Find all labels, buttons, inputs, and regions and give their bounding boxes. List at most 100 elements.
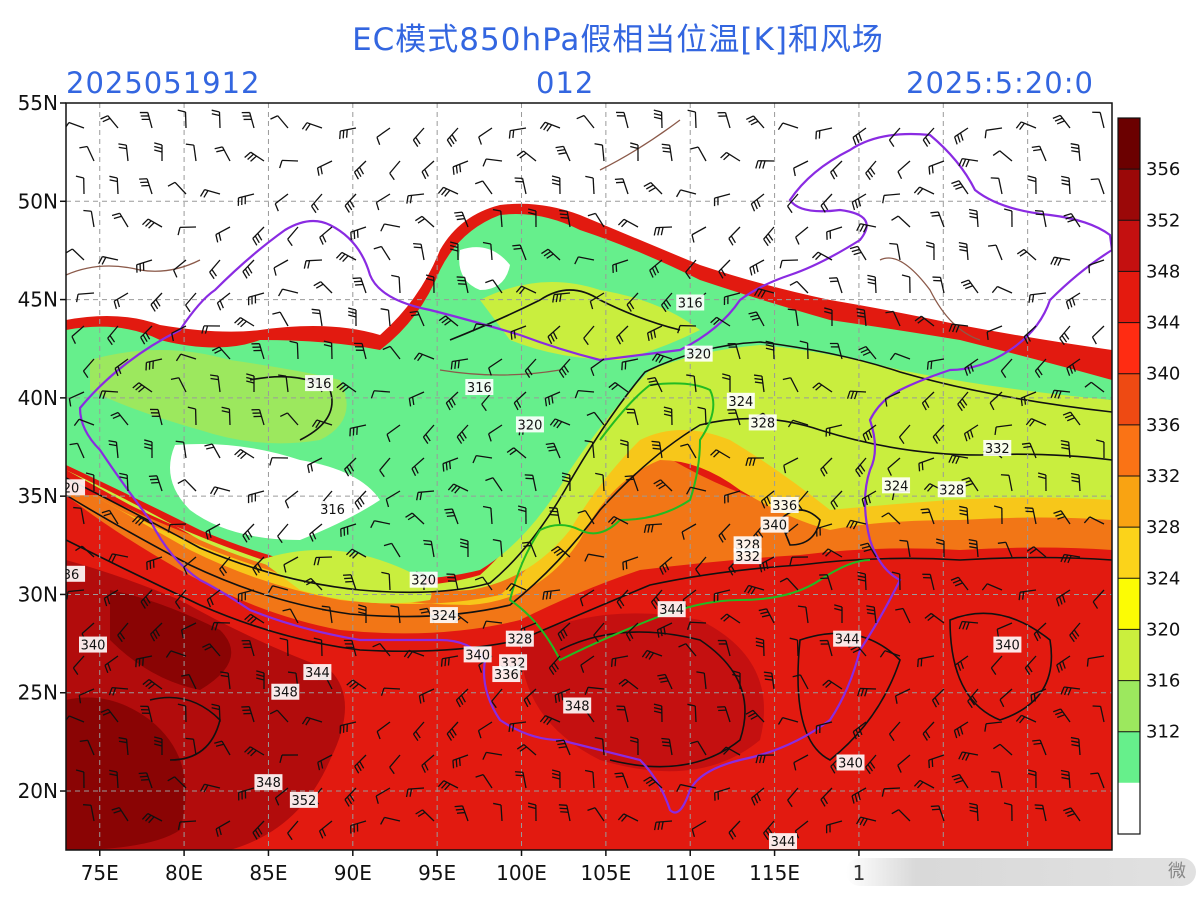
wind-barb [617,218,639,228]
wind-barb [661,737,673,756]
wind-barb [149,622,163,642]
wind-barb [884,391,901,407]
wind-barb [214,146,231,162]
colorbar-segment [1118,731,1140,783]
wind-barb [505,582,527,592]
wind-barb [555,145,571,162]
wind-barb [287,226,299,247]
wind-barb [241,111,255,129]
wind-barb [101,509,119,525]
wind-barb [643,181,663,195]
wind-barb [968,208,979,228]
wind-barb [313,637,323,657]
warm-core-deep [66,697,186,850]
wind-barb [1063,807,1081,822]
colorbar-label: 340 [1146,364,1180,385]
contour-label: 336 [492,666,521,683]
wind-barb [482,751,503,760]
map-field: 316 320 316 316 320 324 328 332 324 328 336 340 328 3… [63,103,1112,850]
svg-text:316: 316 [678,297,703,312]
wind-barb [354,490,367,510]
wind-barb [252,820,265,840]
wind-barb [336,382,357,393]
wind-barb [782,377,799,393]
wind-barb [889,242,901,261]
svg-text:340: 340 [81,639,106,654]
wind-barb [855,457,867,478]
wind-barb [475,774,493,789]
wind-barb [108,440,119,459]
wind-barb [135,655,153,668]
colorbar-segment [1118,424,1140,476]
wind-barb [643,776,663,789]
wind-barb [857,687,877,697]
wind-barb [621,358,639,371]
svg-text:36: 36 [63,568,80,583]
wind-barb [622,556,639,571]
wind-barb [954,655,969,673]
wind-barb [755,754,775,764]
wind-barb [342,574,357,591]
wind-barb [373,245,391,261]
wind-barb [132,382,153,393]
wind-barb [313,556,333,566]
wind-barb [882,193,901,204]
wind-barb [958,158,979,168]
wind-barb [66,715,85,723]
lon-tick-label: 75E [81,861,119,885]
wind-barb [181,673,197,690]
svg-text:344: 344 [835,633,860,648]
wind-barb [358,604,367,624]
wind-barb [746,115,765,129]
wind-barb [1021,442,1037,459]
colorbar-label: 328 [1146,517,1180,538]
colorbar: 356 352 348 344 340 336 332 328 324 320 316 312 [1117,117,1180,835]
svg-text:316: 316 [320,503,345,518]
wind-barb [508,721,527,733]
wind-barb [1003,208,1013,228]
lat-tick-label: 40N [18,386,58,410]
wind-barb [220,671,231,690]
wind-barb [686,374,697,393]
wind-barb [140,705,153,723]
wind-barb [82,804,95,822]
wind-barb [119,472,129,492]
wind-barb [142,218,163,229]
wind-barb [653,820,673,831]
wind-barb [1083,516,1105,525]
wind-barb [73,506,85,525]
wind-barb [1070,736,1081,756]
wind-barb [246,373,255,393]
wind-barb [456,424,469,444]
wind-barb [335,251,357,263]
wind-barb [626,408,639,426]
wind-barb [984,127,1003,139]
wind-barb [887,457,901,476]
wind-barb [485,279,503,294]
lon-tick-label: 90E [334,861,372,885]
wind-barb [787,308,799,327]
wind-barb [167,181,187,195]
wind-barb [375,787,391,804]
wind-barb [787,419,809,428]
wind-barb [472,323,493,332]
wind-barb [403,649,425,659]
wind-barb [1060,686,1081,696]
wind-barb [687,109,697,129]
contour-label: 344 [769,833,798,850]
wind-barb [718,523,731,543]
svg-text:320: 320 [686,348,711,363]
wind-barb [1065,292,1081,310]
wind-barb [216,292,231,311]
wind-barb [206,589,221,608]
wind-barb [456,276,469,294]
wind-barb [792,674,809,690]
wind-barb [383,542,401,558]
wind-barb [1063,212,1081,228]
wind-barb [303,259,323,269]
contour-label: 340 [463,646,492,663]
wind-barb [376,127,391,145]
contour-label: 332 [733,548,762,565]
wind-barb [820,457,833,477]
wind-barb [154,736,163,756]
